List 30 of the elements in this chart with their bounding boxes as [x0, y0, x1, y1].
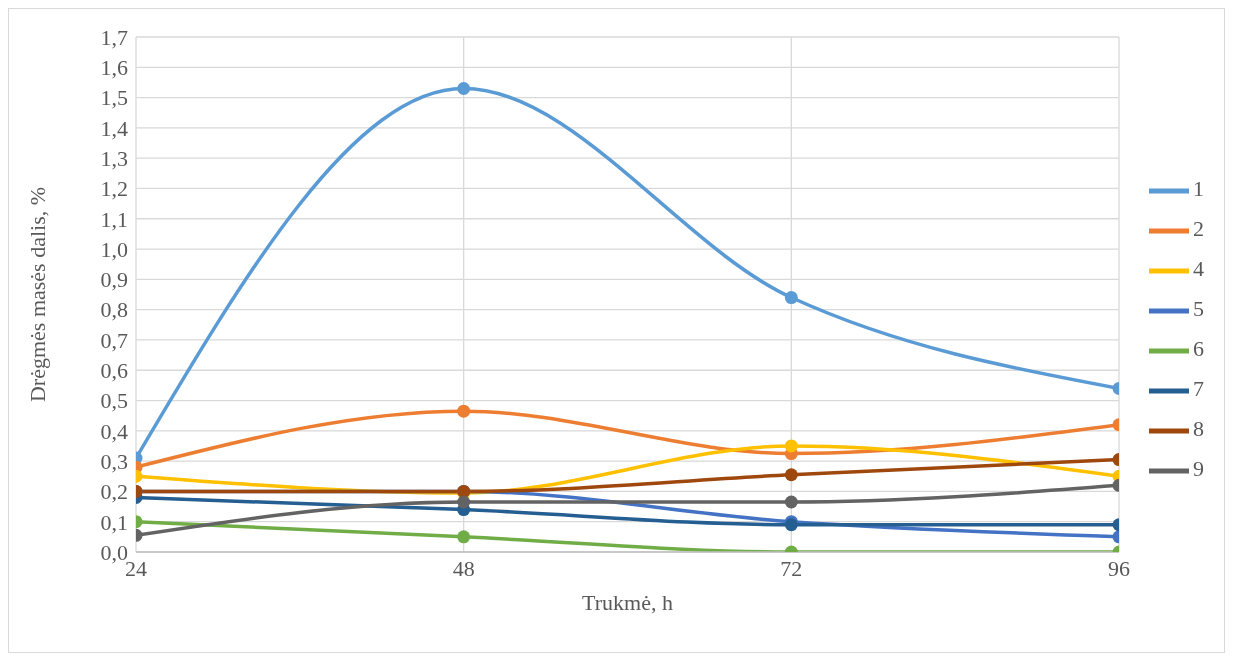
y-tick-label: 0,5: [100, 388, 128, 414]
legend-label: 4: [1193, 255, 1204, 281]
y-tick-label: 1,6: [100, 55, 128, 81]
y-tick-label: 1,7: [100, 24, 128, 50]
y-tick-label: 1,3: [100, 145, 128, 171]
y-tick-label: 1,1: [100, 206, 128, 232]
y-tick-label: 0,8: [100, 297, 128, 323]
y-tick-label: 1,5: [100, 85, 128, 111]
y-axis-title: Drėgmės masės dalis, %: [24, 186, 50, 403]
y-tick-label: 0,4: [100, 418, 128, 444]
legend-label: 8: [1193, 415, 1204, 441]
x-tick-label: 72: [780, 555, 803, 581]
y-tick-label: 1,4: [100, 115, 128, 141]
y-tick-label: 0,2: [100, 479, 128, 505]
x-tick-label: 96: [1108, 555, 1130, 581]
y-tick-label: 0,6: [100, 358, 128, 384]
y-tick-label: 1,0: [100, 236, 128, 262]
legend-label: 2: [1193, 215, 1204, 241]
legend-label: 1: [1193, 175, 1204, 201]
y-tick-label: 0,1: [100, 509, 128, 535]
y-tick-label: 0,7: [100, 327, 128, 353]
y-tick-label: 0,3: [100, 448, 128, 474]
legend-label: 6: [1193, 335, 1204, 361]
legend-label: 5: [1193, 295, 1204, 321]
x-tick-label: 48: [452, 555, 475, 581]
y-tick-label: 1,2: [100, 176, 128, 202]
x-axis-title: Trukmė, h: [582, 590, 673, 615]
y-tick-label: 0,9: [100, 267, 128, 293]
legend-label: 7: [1193, 375, 1204, 401]
legend-label: 9: [1193, 455, 1204, 481]
